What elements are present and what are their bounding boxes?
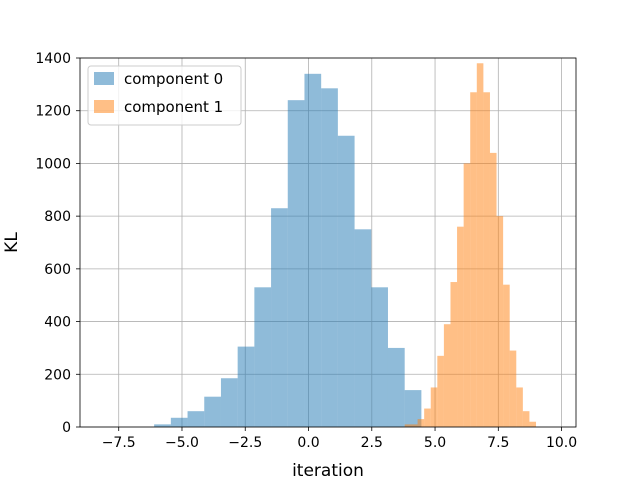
histogram-bar-component-1	[503, 284, 510, 427]
histogram-bar-component-0	[170, 417, 188, 427]
legend-swatch-component-1	[94, 100, 114, 113]
histogram-bar-component-1	[529, 421, 537, 427]
y-tick-label: 1200	[35, 104, 71, 120]
histogram-bar-component-1	[470, 92, 477, 427]
histogram-bar-component-1	[522, 411, 530, 427]
histogram-bar-component-0	[354, 229, 372, 427]
histogram-bar-component-0	[237, 346, 255, 427]
histogram-bar-component-1	[417, 419, 425, 427]
x-tick-label: 2.5	[361, 435, 383, 451]
histogram-bar-component-0	[204, 396, 221, 427]
histogram-bar-component-1	[450, 282, 458, 427]
histogram-bar-component-0	[387, 347, 405, 427]
histogram-bar-component-1	[489, 152, 497, 427]
axis-ticks: −7.5 −5.0 −2.5 0.0 2.5 5.0 7.5 10.0 0 200 400 600 80…	[35, 51, 577, 451]
y-tick-label: 1400	[35, 51, 71, 67]
y-tick-label: 800	[44, 209, 71, 225]
x-tick-label: −7.5	[102, 435, 136, 451]
histogram-bar-component-0	[287, 100, 305, 428]
histogram-bar-component-1	[483, 92, 490, 427]
plot-frame	[79, 57, 577, 428]
histogram-bar-component-1	[437, 355, 444, 427]
histogram-bar-component-0	[404, 390, 422, 427]
histogram-bar-component-0	[271, 208, 288, 427]
histogram-bar-component-0	[321, 88, 338, 427]
x-tick-label: −5.0	[165, 435, 199, 451]
histogram-bar-component-1	[463, 163, 471, 427]
histogram-bar-component-0	[254, 287, 272, 427]
legend: component 0 component 1	[87, 65, 242, 126]
y-tick-label: 0	[62, 420, 71, 436]
histogram-bars	[154, 63, 537, 428]
histogram-bar-component-1	[509, 350, 517, 427]
histogram-bar-component-1	[404, 424, 418, 427]
y-axis-label: KL	[2, 232, 22, 253]
x-axis-label: iteration	[292, 461, 364, 480]
histogram-bar-component-1	[424, 408, 431, 427]
x-tick-label: 7.5	[487, 435, 509, 451]
x-tick-label: −2.5	[228, 435, 262, 451]
histogram-bar-component-0	[337, 135, 355, 427]
legend-label-component-0: component 0	[124, 70, 223, 88]
y-tick-label: 1000	[35, 156, 71, 172]
histogram-bar-component-1	[496, 216, 504, 427]
x-tick-label: 5.0	[424, 435, 446, 451]
histogram-bar-component-1	[443, 324, 451, 427]
histogram-bar-component-0	[371, 287, 388, 427]
legend-swatch-component-0	[94, 72, 114, 85]
y-tick-label: 600	[44, 262, 71, 278]
x-tick-label: 10.0	[546, 435, 577, 451]
legend-frame	[87, 65, 242, 126]
y-tick-label: 400	[44, 315, 71, 331]
histogram-bar-component-0	[304, 73, 322, 428]
histogram-bar-component-0	[220, 378, 238, 427]
histogram-bar-component-0	[187, 411, 205, 427]
histogram-bar-component-0	[154, 424, 171, 427]
y-tick-label: 200	[44, 367, 71, 383]
x-tick-label: 0.0	[297, 435, 319, 451]
histogram-bar-component-1	[430, 387, 438, 427]
legend-label-component-1: component 1	[124, 98, 223, 116]
histogram-bar-component-1	[516, 387, 523, 427]
histogram-bar-component-1	[476, 63, 484, 428]
histogram-bar-component-1	[457, 226, 464, 427]
